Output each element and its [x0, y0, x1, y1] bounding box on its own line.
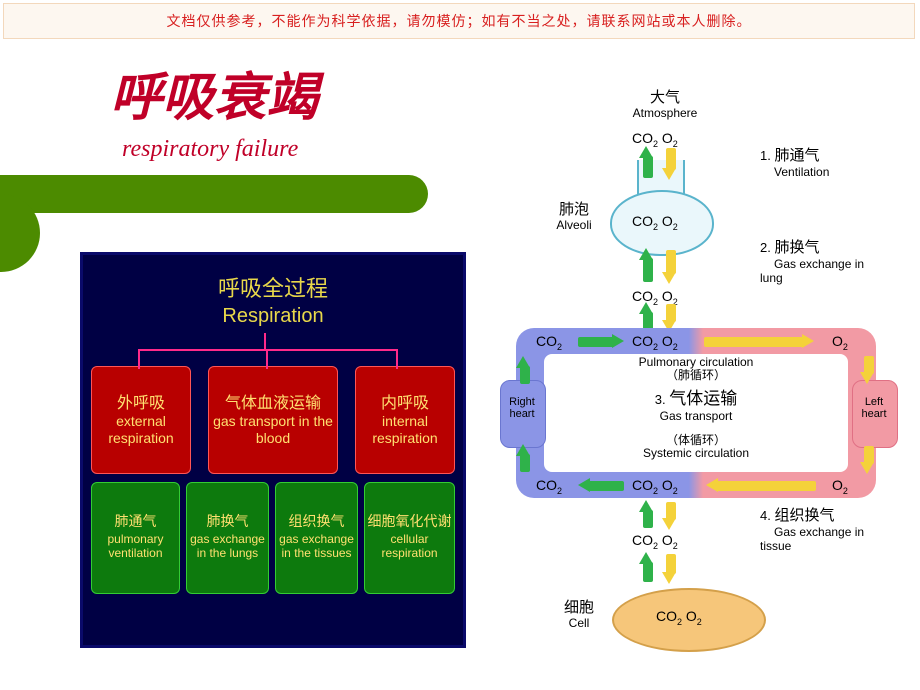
arrowhead-co2-up-3 — [639, 302, 653, 314]
arrow-o2-down-5 — [666, 554, 676, 574]
node-lung-gas-exchange: 肺换气 gas exchange in the lungs — [186, 482, 269, 594]
node-gas-transport: 气体血液运输 gas transport in the blood — [208, 366, 338, 474]
label-step3: 3. 气体运输 Gas transport — [616, 390, 776, 423]
arrow-left-y-bot — [716, 481, 816, 491]
arrowhead-up-g-left — [516, 356, 530, 368]
arrow-up-g-left-lower — [520, 454, 530, 472]
tree-row-1: 外呼吸 external respiration 气体血液运输 gas tran… — [91, 366, 455, 474]
node-cellular-respiration: 细胞氧化代谢 cellular respiration — [364, 482, 455, 594]
label-right-heart: Right heart — [500, 396, 544, 420]
co2-bot-left: CO2 — [536, 477, 562, 496]
arrowhead-right-y-top — [802, 334, 814, 348]
o2-bot-right: O2 — [832, 477, 848, 496]
arrow-right-y-top — [704, 337, 804, 347]
co2o2-alveoli: CO2 O2 — [632, 213, 678, 232]
label-step1: 1. 肺通气 Ventilation — [760, 148, 880, 179]
label-pulm-circ: Pulmonary circulation （肺循环） — [616, 356, 776, 382]
co2o2-below-circ: CO2 O2 — [632, 532, 678, 551]
arrowhead-left-y-bot — [706, 478, 718, 492]
arrowhead-down-y-right-upper — [860, 372, 874, 384]
label-sys-circ: （体循环） Systemic circulation — [616, 434, 776, 460]
arrow-o2-down-1 — [666, 148, 676, 170]
arrowhead-o2-down-5 — [662, 572, 676, 584]
arrowhead-co2-up-1 — [639, 146, 653, 158]
connector — [266, 349, 268, 369]
arrow-left-g-bot — [588, 481, 624, 491]
co2o2-cell: CO2 O2 — [656, 608, 702, 627]
node-internal-respiration: 内呼吸 internal respiration — [355, 366, 455, 474]
arrowhead-o2-down-2 — [662, 272, 676, 284]
label-cell: 细胞 Cell — [554, 600, 604, 630]
arrow-o2-down-2 — [666, 250, 676, 274]
arrow-up-g-left — [520, 366, 530, 384]
arrow-right-g-top — [578, 337, 614, 347]
label-step4: 4. 组织换气 Gas exchange in tissue — [760, 508, 890, 553]
label-alveoli: 肺泡 Alveoli — [544, 202, 604, 232]
node-tissue-gas-exchange: 组织换气 gas exchange in the tissues — [275, 482, 358, 594]
respiration-tree-diagram: 呼吸全过程 Respiration 外呼吸 external respirati… — [80, 252, 466, 648]
arrowhead-right-g-top — [612, 334, 624, 348]
arrow-co2-up-5 — [643, 562, 653, 582]
label-step2: 2. 肺换气 Gas exchange in lung — [760, 240, 890, 285]
arrowhead-co2-up-2 — [639, 248, 653, 260]
page-title-en: respiratory failure — [122, 136, 298, 163]
o2-top-right: O2 — [832, 333, 848, 352]
co2-top-left: CO2 — [536, 333, 562, 352]
co2o2-top-mid: CO2 O2 — [632, 333, 678, 352]
arrowhead-o2-down-1 — [662, 168, 676, 180]
arrowhead-down-y-right-lower — [860, 462, 874, 474]
arrow-co2-up-1 — [643, 156, 653, 178]
arrowhead-left-g-bot — [578, 478, 590, 492]
tree-row-2: 肺通气 pulmonary ventilation 肺换气 gas exchan… — [91, 482, 455, 594]
connector — [396, 349, 398, 369]
connector — [264, 333, 266, 349]
gas-exchange-diagram: 大气 Atmosphere CO2 O2 1. 肺通气 Ventilation … — [480, 90, 910, 660]
connector — [138, 349, 398, 351]
connector — [138, 349, 140, 369]
label-left-heart: Left heart — [852, 396, 896, 420]
node-external-respiration: 外呼吸 external respiration — [91, 366, 191, 474]
node-pulmonary-ventilation: 肺通气 pulmonary ventilation — [91, 482, 180, 594]
arrowhead-co2-up-4 — [639, 500, 653, 512]
page-title-zh: 呼吸衰竭 — [110, 55, 318, 130]
resp-title-en: Respiration — [91, 305, 455, 328]
arrowhead-o2-down-4 — [662, 518, 676, 530]
co2o2-bot-mid: CO2 O2 — [632, 477, 678, 496]
disclaimer-text: 文档仅供参考，不能作为科学依据，请勿模仿；如有不当之处，请联系网站或本人删除。 — [167, 11, 752, 31]
disclaimer-banner: 文档仅供参考，不能作为科学依据，请勿模仿；如有不当之处，请联系网站或本人删除。 — [3, 3, 915, 39]
label-atmosphere: 大气 Atmosphere — [625, 90, 705, 120]
arrow-co2-up-4 — [643, 510, 653, 528]
accent-bar — [0, 175, 428, 213]
arrow-co2-up-2 — [643, 258, 653, 282]
arrowhead-co2-up-5 — [639, 552, 653, 564]
resp-title-zh: 呼吸全过程 — [91, 271, 455, 303]
arrowhead-up-g-left-lower — [516, 444, 530, 456]
